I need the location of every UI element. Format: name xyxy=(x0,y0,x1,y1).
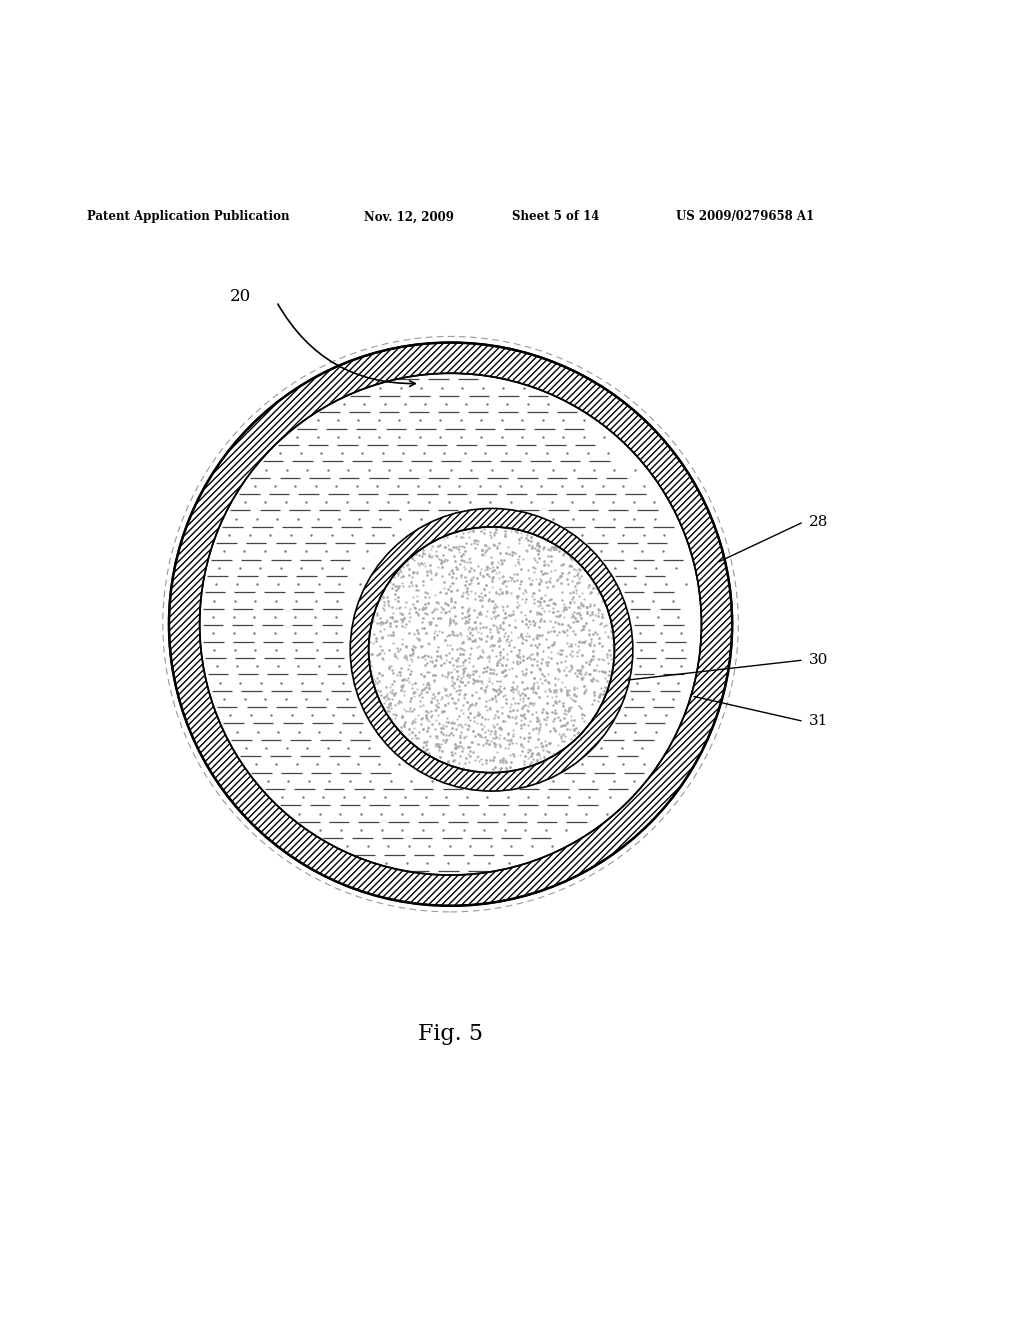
Text: US 2009/0279658 A1: US 2009/0279658 A1 xyxy=(676,210,814,223)
Text: 30: 30 xyxy=(809,653,828,667)
Circle shape xyxy=(350,508,633,791)
Text: Patent Application Publication: Patent Application Publication xyxy=(87,210,290,223)
Text: 31: 31 xyxy=(809,714,828,729)
Circle shape xyxy=(200,374,701,875)
Text: 28: 28 xyxy=(809,515,828,529)
Circle shape xyxy=(369,527,614,772)
Text: Fig. 5: Fig. 5 xyxy=(418,1023,483,1044)
Circle shape xyxy=(169,343,732,906)
Text: Sheet 5 of 14: Sheet 5 of 14 xyxy=(512,210,599,223)
Text: 20: 20 xyxy=(229,288,251,305)
Circle shape xyxy=(169,343,732,906)
Text: Nov. 12, 2009: Nov. 12, 2009 xyxy=(364,210,454,223)
